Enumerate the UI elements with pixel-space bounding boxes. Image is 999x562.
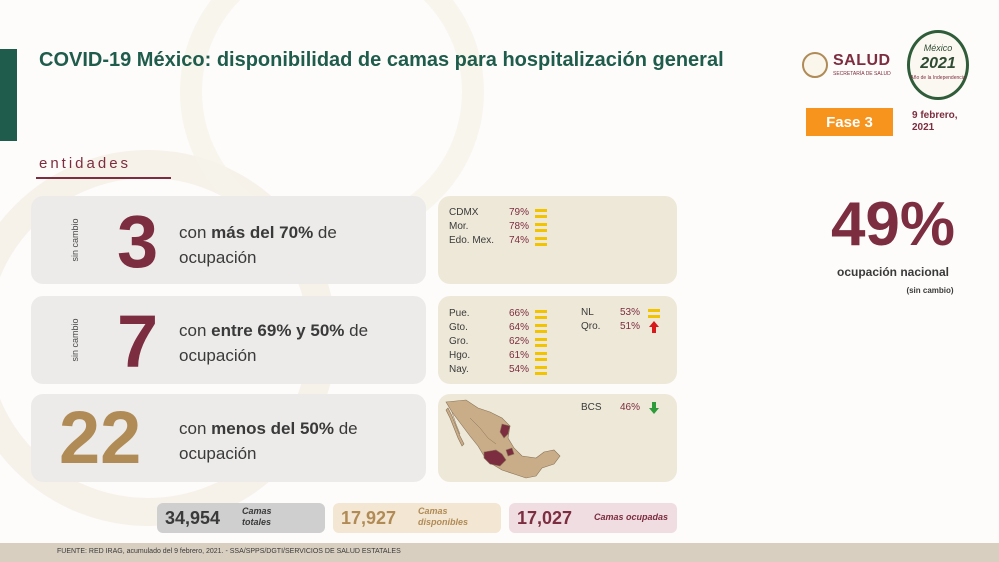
group-description: con menos del 50% de ocupación [179, 419, 358, 463]
logo-2021-mexico: México [923, 43, 953, 53]
section-underline [36, 177, 171, 179]
stat-camas-ocupadas: 17,027 Camas ocupadas [509, 503, 677, 533]
state-pct: 64% [508, 322, 529, 333]
national-occupancy-label: ocupación nacional [836, 265, 950, 279]
page-title: COVID-19 México: disponibilidad de camas… [39, 49, 724, 71]
footer-source: FUENTE: RED IRAG, acumulado del 9 febrer… [57, 548, 401, 555]
state-pct: 74% [508, 235, 529, 246]
logo-2021: México 2021 Año de la Independencia [907, 30, 969, 100]
stat-value: 17,027 [517, 508, 573, 528]
equal-icon [535, 324, 547, 333]
state-name: Nay. [449, 364, 469, 375]
state-pct: 61% [508, 350, 529, 361]
stat-camas-totales: 34,954 Camas totales [157, 503, 325, 533]
salud-logo-text: SALUD [833, 52, 891, 69]
group-description: con entre 69% y 50% de ocupación [179, 321, 369, 365]
group-count: 22 [59, 396, 142, 479]
salud-logo: SALUD SECRETARÍA DE SALUD [802, 50, 894, 80]
state-name: BCS [581, 402, 602, 413]
accent-bar [0, 49, 17, 141]
stat-label: Camas disponibles [418, 506, 469, 527]
state-name: Pue. [449, 308, 470, 319]
stat-value: 34,954 [165, 508, 221, 528]
states-panel-mid: Pue. 66% Gto. 64% Gro. 62% Hgo. 61% Nay.… [438, 296, 677, 384]
mexico-map [445, 399, 561, 479]
state-pct: 62% [508, 336, 529, 347]
state-name: Qro. [581, 321, 601, 332]
equal-icon [535, 209, 547, 218]
equal-icon [535, 223, 547, 232]
stat-label: Camas totales [242, 506, 272, 527]
equal-icon [648, 309, 660, 318]
state-pct: 66% [508, 308, 529, 319]
state-name: NL [581, 307, 594, 318]
state-pct: 78% [508, 221, 529, 232]
state-pct: 54% [508, 364, 529, 375]
state-name: Edo. Mex. [449, 235, 495, 246]
state-name: Gro. [449, 336, 469, 347]
side-label: sin cambio [70, 218, 80, 262]
date-line1: 9 febrero, [912, 110, 958, 121]
state-pct: 51% [619, 321, 640, 332]
side-label: sin cambio [70, 318, 80, 362]
group-count: 7 [117, 300, 159, 383]
state-pct: 53% [619, 307, 640, 318]
equal-icon [535, 338, 547, 347]
group-card-mid: sin cambio 7 con entre 69% y 50% de ocup… [31, 296, 426, 384]
equal-icon [535, 366, 547, 375]
group-card-low: 22 con menos del 50% de ocupación [31, 394, 426, 482]
logo-2021-year: 2021 [920, 55, 956, 72]
stat-value: 17,927 [341, 508, 397, 528]
group-description: con más del 70% de ocupación [179, 223, 337, 267]
footer-bar [0, 543, 999, 562]
state-pct: 46% [619, 402, 640, 413]
equal-icon [535, 310, 547, 319]
national-occupancy-sub: (sin cambio) [906, 286, 954, 295]
national-occupancy-value: 49% [830, 190, 956, 259]
states-panel-high: CDMX 79% Mor. 78% Edo. Mex. 74% [438, 196, 677, 284]
arrow-down-icon [649, 402, 659, 414]
eagle-emblem-icon [802, 52, 828, 78]
equal-icon [535, 352, 547, 361]
state-name: Mor. [449, 221, 469, 232]
date-label: 9 febrero, 2021 [912, 110, 972, 134]
stat-camas-disponibles: 17,927 Camas disponibles [333, 503, 501, 533]
group-card-high: sin cambio 3 con más del 70% de ocupació… [31, 196, 426, 284]
state-pct: 79% [508, 207, 529, 218]
state-name: CDMX [449, 207, 479, 218]
logo-2021-sub: Año de la Independencia [910, 75, 966, 81]
date-line2: 2021 [912, 122, 935, 133]
group-count: 3 [117, 200, 159, 283]
salud-logo-subtext: SECRETARÍA DE SALUD [833, 71, 891, 77]
state-name: Gto. [449, 322, 468, 333]
fase-badge: Fase 3 [806, 108, 893, 136]
equal-icon [535, 237, 547, 246]
state-name: Hgo. [449, 350, 471, 361]
stat-label: Camas ocupadas [594, 512, 669, 522]
arrow-up-icon [649, 321, 659, 333]
section-label: entidades [39, 155, 132, 172]
